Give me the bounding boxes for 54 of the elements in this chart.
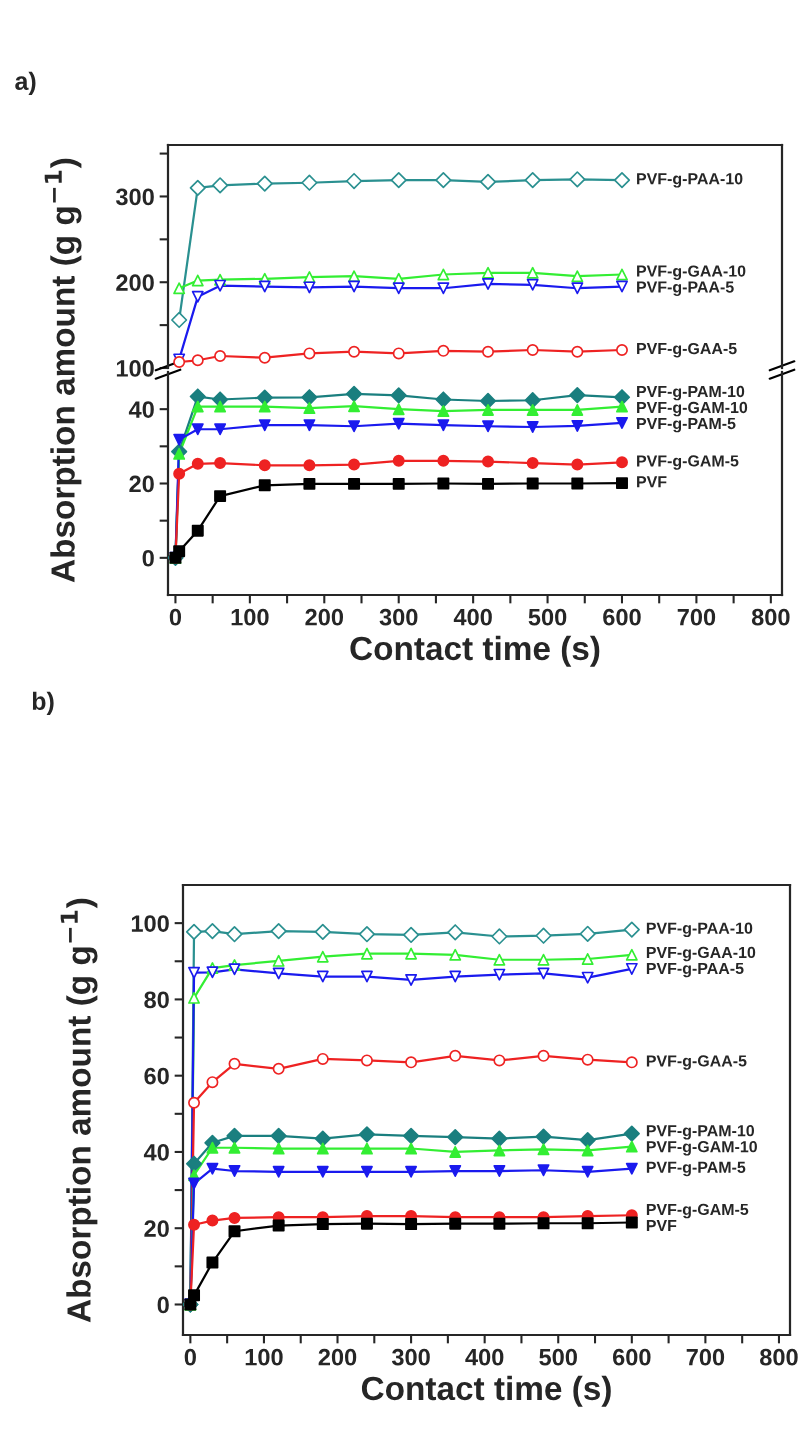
x-tick-label: 400	[465, 1348, 504, 1366]
series-label: PVF-g-PAM-10	[637, 385, 745, 401]
series-label: PVF-g-PAM-5	[637, 417, 736, 433]
series-label: PVF-g-PAA-10	[637, 173, 743, 188]
x-tick-label: 300	[391, 1348, 430, 1366]
y-tick-label: 0	[142, 549, 154, 567]
x-tick-label: 800	[751, 608, 790, 626]
series-label: PVF	[646, 1220, 677, 1232]
series-label: PVF-g-GAM-10	[646, 1141, 757, 1156]
chart-title: a)	[15, 71, 36, 95]
series-label: PVF-g-GAA-10	[637, 265, 746, 280]
y-tick-label: 200	[116, 274, 154, 292]
x-tick-label: 700	[686, 1348, 725, 1366]
y-tick-label: 40	[128, 401, 154, 418]
chart-title: b)	[32, 691, 54, 715]
x-tick-label: 0	[184, 1348, 196, 1366]
x-tick-label: 600	[603, 608, 641, 626]
x-tick-label: 300	[379, 608, 418, 626]
x-tick-label: 800	[760, 1348, 798, 1366]
x-tick-label: 100	[245, 1348, 283, 1366]
x-tick-label: 0	[169, 608, 182, 626]
series-label: PVF-g-PAM-10	[646, 1125, 755, 1140]
series-label: PVF-g-GAA-5	[637, 342, 737, 358]
y-tick-label: 100	[116, 360, 154, 377]
x-axis-title: Contact time (s)	[361, 1375, 611, 1407]
y-tick-label: 0	[157, 1296, 169, 1314]
x-tick-label: 500	[539, 1348, 577, 1366]
y-tick-label: 20	[129, 475, 154, 493]
series-label: PVF-g-GAM-10	[637, 401, 748, 417]
series-label: PVF-g-PAA-10	[646, 922, 753, 938]
x-tick-label: 200	[305, 608, 344, 626]
series-label: PVF-g-PAA-5	[637, 281, 734, 296]
y-axis-title: Absorption amount (g g$^{−1}$)	[60, 898, 98, 1323]
x-tick-label: 500	[528, 608, 567, 626]
series-label: PVF-g-GAA-10	[646, 946, 756, 962]
series-label: PVF-g-GAM-5	[646, 1203, 749, 1219]
y-tick-label: 80	[144, 991, 169, 1009]
x-tick-label: 600	[612, 1348, 651, 1366]
series-label: PVF	[637, 476, 667, 488]
x-axis-title: Contact time (s)	[350, 635, 600, 667]
series-label: PVF-g-GAA-5	[646, 1055, 747, 1070]
y-tick-label: 40	[143, 1144, 169, 1161]
y-tick-label: 100	[131, 915, 169, 932]
y-tick-label: 20	[144, 1220, 169, 1238]
x-tick-label: 200	[318, 1348, 357, 1366]
series-label: PVF-g-GAM-5	[637, 455, 739, 470]
x-tick-label: 100	[231, 608, 269, 626]
y-tick-label: 60	[144, 1067, 169, 1085]
series-label: PVF-g-PAA-5	[646, 962, 744, 978]
y-tick-label: 300	[115, 188, 154, 206]
x-tick-label: 700	[677, 608, 716, 626]
y-axis-title: Absorption amount (g g$^{−1}$)	[44, 158, 82, 583]
x-tick-label: 400	[453, 608, 492, 626]
series-label: PVF-g-PAM-5	[646, 1161, 746, 1177]
